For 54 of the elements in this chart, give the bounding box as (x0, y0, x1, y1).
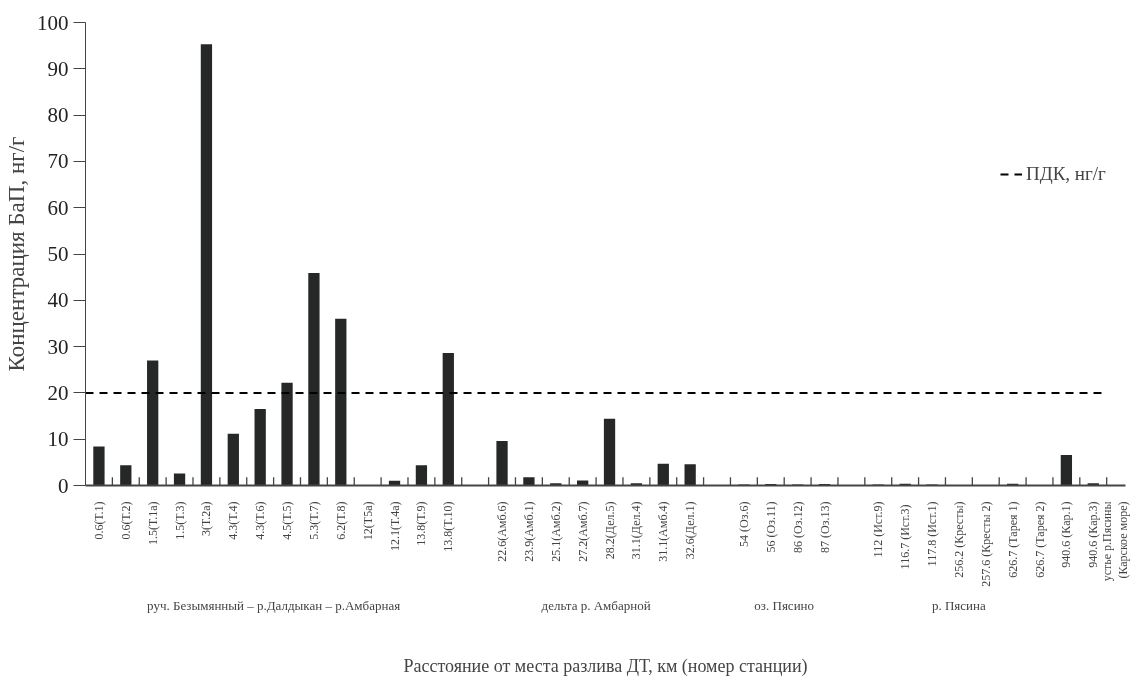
x-tick-label: 4.3(Т.6) (253, 501, 268, 540)
x-tick-label: 27.2(Амб.7) (575, 501, 590, 562)
x-tick-label: 0.6(Т.1) (91, 501, 106, 540)
x-tick-label: 54 (Оз.6) (736, 501, 751, 547)
x-axis-title: Расстояние от места разлива ДТ, км (номер станции) (403, 655, 808, 677)
text: дельта р. Амбарной (541, 597, 651, 613)
x-tick-label: 3(Т.2а) (199, 501, 214, 536)
x-tick-label: 256.2 (Кресты) (951, 501, 966, 578)
x-tick-label: 87 (Оз.13) (817, 501, 832, 553)
x-tick-label: 5.3(Т.7) (306, 501, 321, 540)
x-tick-label: 12.1(Т.4а) (387, 501, 402, 551)
x-tick-label: 12(Т5а) (360, 501, 375, 541)
y-tick-label: 0 (58, 473, 69, 498)
y-tick-label: 80 (47, 103, 69, 128)
x-tick-label: 86 (Оз.12) (790, 501, 805, 553)
x-tick-label: 25.1(Амб.2) (548, 501, 563, 562)
text: руч. Безымянный – р.Далдыкан – р.Амбарная (147, 597, 401, 613)
y-tick-label: 90 (47, 56, 69, 81)
x-tick-label: 0.6(Т.2) (118, 501, 133, 540)
x-tick-label: 4.5(Т.5) (280, 501, 295, 540)
y-tick-label: 40 (47, 288, 69, 313)
y-tick-label: 10 (47, 427, 69, 452)
y-tick-label: 70 (47, 149, 69, 174)
x-tick-label: 31.1(Амб.4) (656, 501, 671, 562)
x-tick-label: 13.8(Т.10) (441, 501, 456, 552)
text: р. Пясина (931, 597, 987, 613)
x-tick-label: 22.6(Амб.6) (495, 501, 510, 562)
x-tick-label: 117.8 (Ист.1) (925, 501, 940, 567)
x-tick-label: 56 (Оз.11) (763, 501, 778, 553)
x-tick-label: 626.7 (Тарея 2) (1032, 501, 1047, 578)
x-tick-label: 1.5(Т.3) (172, 501, 187, 540)
x-tick-label: 32.6(Дел.1) (683, 501, 698, 560)
text: оз. Пясино (754, 597, 815, 613)
x-tick-label: 626.7 (Тарея 1) (1005, 501, 1020, 578)
y-tick-label: 100 (37, 10, 69, 35)
x-tick-label: 6.2(Т.8) (333, 501, 348, 540)
y-tick-label: 30 (47, 334, 69, 359)
y-tick-label: 60 (47, 195, 69, 220)
x-tick-label: 940.6 (Кар.3) (1086, 501, 1101, 568)
x-tick-label: 4.3(Т.4) (226, 501, 241, 540)
x-tick-label: 1.5(Т.1а) (145, 501, 160, 545)
x-tick-label: 28.2(Дел.5) (602, 501, 617, 560)
x-tick-label: 112 (Ист.9) (871, 501, 886, 558)
y-tick-label: 50 (47, 242, 69, 266)
x-tick-label: 257.6 (Кресты 2) (978, 501, 993, 587)
y-axis-title: Концентрация БаП, нг/г (4, 136, 29, 372)
y-tick-label: 20 (47, 380, 69, 405)
x-tick-label: 31.1(Дел.4) (629, 501, 644, 560)
x-tick-label: 13.8(Т.9) (414, 501, 429, 546)
x-tick-label: 940.6 (Кар.1) (1059, 501, 1074, 568)
legend-label: ПДК, нг/г (1026, 163, 1106, 185)
x-tick-label: 23.9(Амб.1) (521, 501, 536, 562)
text: устье р.Пясины (Карское море) (1099, 501, 1130, 582)
x-tick-label: 116.7 (Ист.3) (898, 504, 913, 570)
